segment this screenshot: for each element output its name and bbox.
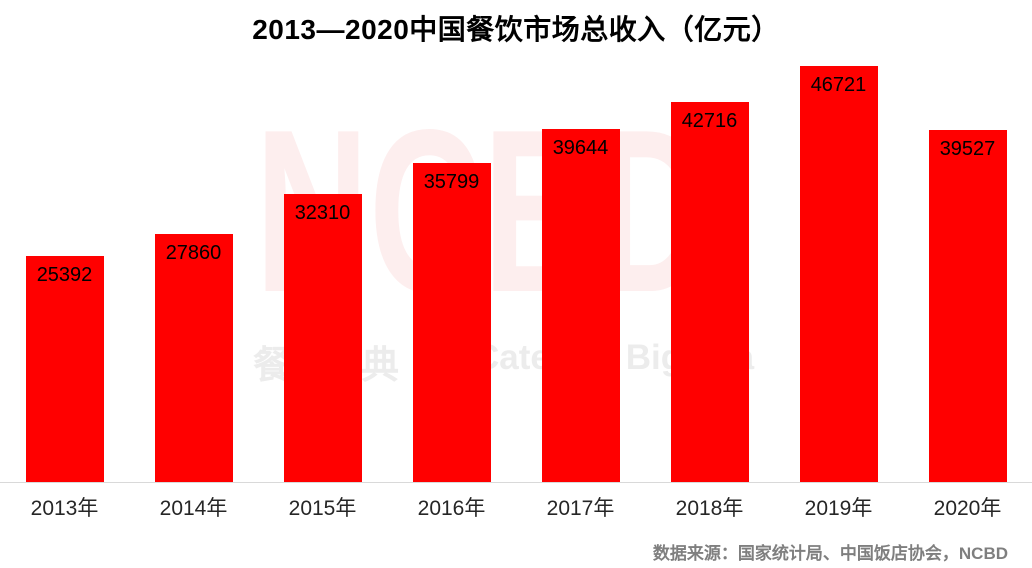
x-axis-label: 2016年: [417, 497, 486, 520]
bar-2014年: 27860: [154, 234, 233, 482]
bar-value-label: 25392: [36, 264, 93, 286]
bar-2018年: 42716: [670, 102, 749, 482]
bar-column: 39527: [903, 130, 1032, 482]
x-axis-label: 2017年: [546, 497, 615, 520]
bar-column: 32310: [258, 194, 387, 482]
x-axis-label: 2020年: [933, 497, 1002, 520]
x-axis-label: 2018年: [675, 497, 744, 520]
x-axis-labels: 2013年 2014年 2015年 2016年 2017年 2018年 2019年 2020年: [0, 492, 1032, 522]
bar-value-label: 46721: [810, 74, 867, 96]
bar-2017年: 39644: [541, 129, 620, 482]
x-axis-label: 2014年: [159, 497, 228, 520]
bar-value-label: 32310: [294, 202, 351, 224]
x-axis-label: 2015年: [288, 497, 357, 520]
x-axis-line: [0, 482, 1032, 483]
bar-2019年: 46721: [799, 66, 878, 482]
bar-value-label: 39644: [552, 137, 609, 159]
bar-2015年: 32310: [283, 194, 362, 482]
bar-column: 39644: [516, 129, 645, 482]
bar-2020年: 39527: [928, 130, 1007, 482]
bar-2013年: 25392: [25, 256, 104, 482]
data-source-note: 数据来源：国家统计局、中国饭店协会，NCBD: [652, 544, 1008, 563]
bar-2016年: 35799: [412, 163, 491, 482]
bars: 25392 27860 32310 35799 39644 42716 46721 39527: [0, 66, 1032, 482]
x-axis-label: 2019年: [804, 497, 873, 520]
bar-value-label: 27860: [165, 242, 222, 264]
bar-column: 25392: [0, 256, 129, 482]
bar-value-label: 39527: [939, 138, 996, 160]
bar-column: 27860: [129, 234, 258, 482]
x-axis-label: 2013年: [30, 497, 99, 520]
bar-column: 46721: [774, 66, 903, 482]
bar-value-label: 42716: [681, 110, 738, 132]
bar-column: 42716: [645, 102, 774, 482]
chart-title: 2013—2020中国餐饮市场总收入（亿元）: [252, 14, 780, 45]
bar-column: 35799: [387, 163, 516, 482]
bar-value-label: 35799: [423, 171, 480, 193]
